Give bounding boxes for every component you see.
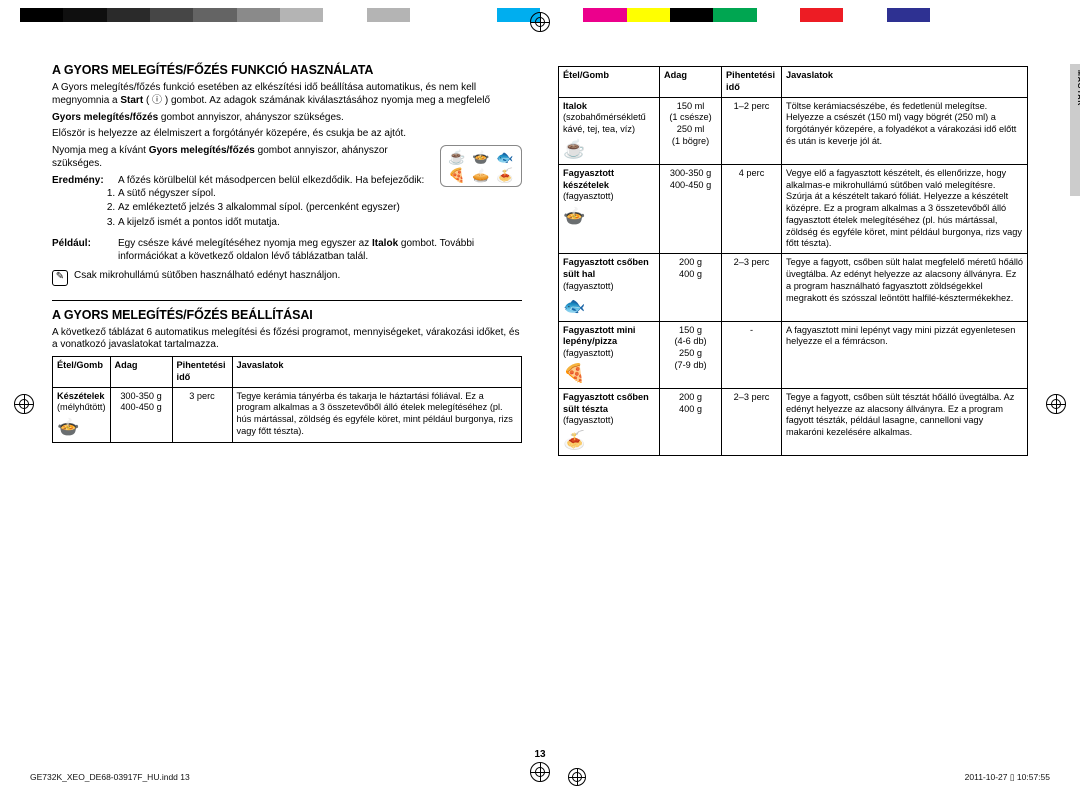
table-header: Adag (110, 357, 172, 388)
table-row: Fagyasztott készételek(fagyasztott)🍲300-… (559, 164, 1028, 253)
quick-button-icon: 🥧 (471, 168, 491, 182)
table-header: Javaslatok (782, 67, 1028, 98)
footer-filename: GE732K_XEO_DE68-03917F_HU.indd 13 (30, 772, 190, 782)
cell-suggestion: Tegye a fagyott, csőben sült tésztát hőá… (782, 388, 1028, 455)
heading-settings: A GYORS MELEGÍTÉS/FŐZÉS BEÁLLÍTÁSAI (52, 307, 522, 323)
intro-para-3: Először is helyezze az élelmiszert a for… (52, 128, 522, 141)
cell-portion: 150 g(4-6 db)250 g(7-9 db) (660, 321, 722, 388)
quick-button-icon: 🐟 (495, 150, 515, 164)
cell-food: Fagyasztott készételek(fagyasztott)🍲 (559, 164, 660, 253)
quick-button-icon: 🍝 (495, 168, 515, 182)
cell-suggestion: A fagyasztott mini lepényt vagy mini piz… (782, 321, 1028, 388)
result-row: Eredmény: A főzés körülbelül két másodpe… (52, 175, 434, 188)
cell-suggestion: Tegye kerámia tányérba és takarja le ház… (232, 387, 521, 443)
language-tab-label: MAGYAR (1076, 70, 1080, 106)
cell-suggestion: Töltse kerámiacsészébe, és fedetlenül me… (782, 97, 1028, 164)
result-label: Eredmény: (52, 175, 118, 188)
table-header: Étel/Gomb (53, 357, 111, 388)
cell-rest-time: 2–3 perc (722, 388, 782, 455)
settings-intro: A következő táblázat 6 automatikus meleg… (52, 327, 522, 353)
note-text: Csak mikrohullámú sütőben használható ed… (74, 270, 340, 283)
cell-rest-time: 1–2 perc (722, 97, 782, 164)
quick-button-icon: ☕ (447, 150, 467, 164)
example-row: Például: Egy csésze kávé melegítéséhez n… (52, 238, 522, 264)
quick-button-icon: 🍕 (447, 168, 467, 182)
cell-food: Fagyasztott csőben sült hal(fagyasztott)… (559, 254, 660, 321)
cell-rest-time: 2–3 perc (722, 254, 782, 321)
footer-regmark (568, 768, 586, 786)
table-header: Étel/Gomb (559, 67, 660, 98)
cell-rest-time: - (722, 321, 782, 388)
table-row: Fagyasztott csőben sült tészta(fagyaszto… (559, 388, 1028, 455)
settings-table-left: Étel/GombAdagPihentetési időJavaslatok K… (52, 356, 522, 443)
cell-suggestion: Vegye elő a fagyasztott készételt, és el… (782, 164, 1028, 253)
result-list: A sütő négyszer sípol.Az emlékeztető jel… (118, 188, 522, 230)
cell-rest-time: 4 perc (722, 164, 782, 253)
intro-para-2: Gyors melegítés/főzés gombot annyiszor, … (52, 112, 522, 125)
settings-table-right: Étel/GombAdagPihentetési időJavaslatok I… (558, 66, 1028, 456)
table-row: Fagyasztott mini lepény/pizza(fagyasztot… (559, 321, 1028, 388)
cell-portion: 200 g400 g (660, 254, 722, 321)
cell-portion: 300-350 g400-450 g (110, 387, 172, 443)
intro-para-1: A Gyors melegítés/főzés funkció esetében… (52, 82, 522, 108)
result-list-item: A kijelző ismét a pontos időt mutatja. (118, 217, 522, 230)
table-row: Készételek(mélyhűtött)🍲300-350 g400-450 … (53, 387, 522, 443)
footer-timestamp: 2011-10-27 ▯ 10:57:55 (965, 772, 1050, 783)
result-list-item: A sütő négyszer sípol. (118, 188, 522, 201)
note-icon: ✎ (52, 270, 68, 286)
cell-portion: 300-350 g400-450 g (660, 164, 722, 253)
table-header: Javaslatok (232, 357, 521, 388)
page-number: 13 (0, 749, 1080, 760)
cell-food: Italok(szobahőmérsékletű kávé, tej, tea,… (559, 97, 660, 164)
quick-button-icon: 🍲 (471, 150, 491, 164)
table-row: Italok(szobahőmérsékletű kávé, tej, tea,… (559, 97, 1028, 164)
table-header: Pihentetési idő (172, 357, 232, 388)
table-header: Pihentetési idő (722, 67, 782, 98)
cell-rest-time: 3 perc (172, 387, 232, 443)
note-row: ✎ Csak mikrohullámú sütőben használható … (52, 270, 522, 286)
result-list-item: Az emlékeztető jelzés 3 alkalommal sípol… (118, 202, 522, 215)
result-text: A főzés körülbelül két másodpercen belül… (118, 175, 434, 188)
example-label: Például: (52, 238, 118, 264)
cell-food: Készételek(mélyhűtött)🍲 (53, 387, 111, 443)
cell-food: Fagyasztott mini lepény/pizza(fagyasztot… (559, 321, 660, 388)
right-column: Étel/GombAdagPihentetési időJavaslatok I… (558, 62, 1028, 456)
example-text: Egy csésze kávé melegítéséhez nyomja meg… (118, 238, 522, 264)
heading-usage: A GYORS MELEGÍTÉS/FŐZÉS FUNKCIÓ HASZNÁLA… (52, 62, 522, 78)
cell-portion: 200 g400 g (660, 388, 722, 455)
cell-portion: 150 ml(1 csésze)250 ml(1 bögre) (660, 97, 722, 164)
print-footer: GE732K_XEO_DE68-03917F_HU.indd 13 2011-1… (30, 768, 1050, 786)
table-row: Fagyasztott csőben sült hal(fagyasztott)… (559, 254, 1028, 321)
table-header: Adag (660, 67, 722, 98)
left-column: A GYORS MELEGÍTÉS/FŐZÉS FUNKCIÓ HASZNÁLA… (52, 62, 522, 456)
button-icon-panel: ☕ 🍲 🐟 🍕 🥧 🍝 (440, 145, 522, 187)
cell-suggestion: Tegye a fagyott, csőben sült halat megfe… (782, 254, 1028, 321)
cell-food: Fagyasztott csőben sült tészta(fagyaszto… (559, 388, 660, 455)
